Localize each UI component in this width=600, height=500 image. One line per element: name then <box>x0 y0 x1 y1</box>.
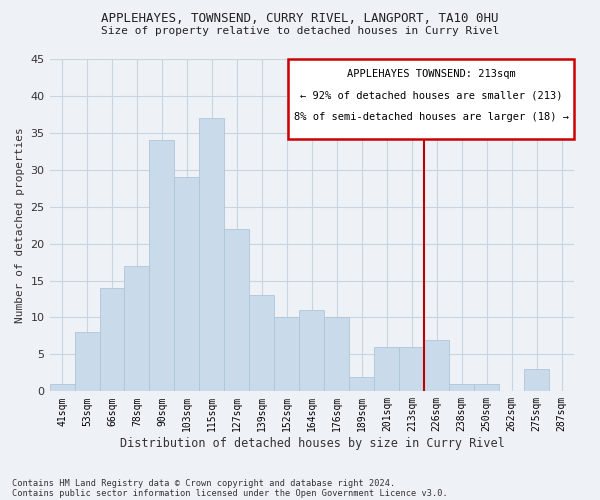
Bar <box>224 229 250 392</box>
Bar <box>374 347 400 392</box>
Bar <box>250 296 274 392</box>
Bar <box>50 384 74 392</box>
Bar <box>100 288 124 392</box>
FancyBboxPatch shape <box>288 59 574 139</box>
Text: APPLEHAYES TOWNSEND: 213sqm: APPLEHAYES TOWNSEND: 213sqm <box>347 69 515 79</box>
Bar <box>400 347 424 392</box>
Bar <box>325 318 349 392</box>
X-axis label: Distribution of detached houses by size in Curry Rivel: Distribution of detached houses by size … <box>119 437 504 450</box>
Text: ← 92% of detached houses are smaller (213): ← 92% of detached houses are smaller (21… <box>300 90 562 101</box>
Text: 8% of semi-detached houses are larger (18) →: 8% of semi-detached houses are larger (1… <box>294 112 569 122</box>
Bar <box>175 177 199 392</box>
Bar <box>274 318 299 392</box>
Y-axis label: Number of detached properties: Number of detached properties <box>15 128 25 323</box>
Bar <box>449 384 474 392</box>
Text: APPLEHAYES, TOWNSEND, CURRY RIVEL, LANGPORT, TA10 0HU: APPLEHAYES, TOWNSEND, CURRY RIVEL, LANGP… <box>101 12 499 26</box>
Bar <box>349 376 374 392</box>
Bar <box>74 332 100 392</box>
Bar <box>474 384 499 392</box>
Bar <box>524 369 549 392</box>
Bar <box>424 340 449 392</box>
Text: Contains HM Land Registry data © Crown copyright and database right 2024.: Contains HM Land Registry data © Crown c… <box>12 478 395 488</box>
Text: Size of property relative to detached houses in Curry Rivel: Size of property relative to detached ho… <box>101 26 499 36</box>
Bar <box>124 266 149 392</box>
Bar <box>299 310 325 392</box>
Text: Contains public sector information licensed under the Open Government Licence v3: Contains public sector information licen… <box>12 488 448 498</box>
Bar <box>149 140 175 392</box>
Bar <box>199 118 224 392</box>
